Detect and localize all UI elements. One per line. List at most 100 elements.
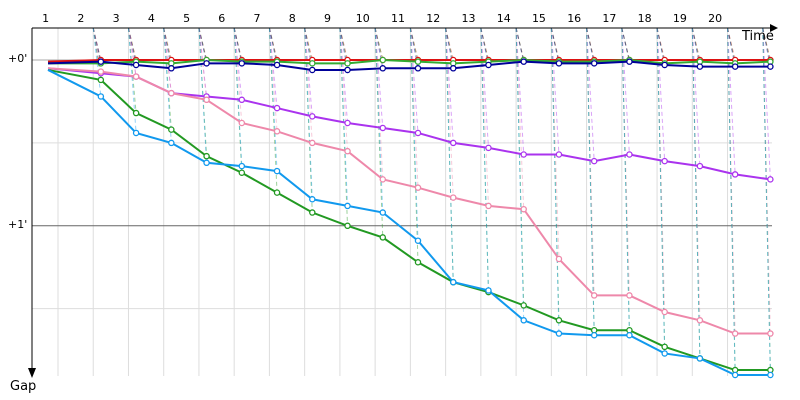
lap-connector [691,27,701,62]
x-tick-label: 6 [218,12,225,25]
lap-connector [339,27,349,152]
x-tick-label: 7 [254,12,261,25]
lap-connector [127,27,137,77]
lap-connector [127,27,137,77]
lap-connector [586,27,595,162]
data-point [661,343,668,351]
lap-connector [515,27,525,61]
lap-connector [409,27,419,241]
lap-connector [656,27,666,347]
lap-connector [445,27,454,283]
lap-connector [92,27,102,61]
lap-connector [727,27,736,334]
lap-connector [550,27,560,259]
data-point [238,96,246,104]
data-point [97,93,105,100]
data-point [203,60,210,67]
lap-connector [92,27,102,97]
lap-connector [304,27,313,117]
lap-connector [339,27,349,61]
lap-connector [304,27,313,143]
lap-connector [374,27,384,129]
lap-connector [374,27,384,61]
lap-connector [233,27,243,62]
lap-connector [656,27,666,354]
lap-connector [727,27,736,376]
lap-connector [515,27,525,155]
data-point [485,61,492,69]
lap-connector [656,27,666,162]
lap-connector [480,27,489,291]
data-point [520,317,527,324]
data-point [520,151,527,158]
data-point [344,66,351,74]
y-axis-arrow [28,368,36,378]
data-point [731,63,739,70]
lap-connector [586,27,595,336]
lap-connector [409,27,419,61]
data-point [590,292,598,299]
data-point [309,113,316,120]
data-point [273,128,281,135]
lap-connector [268,27,278,132]
data-point [238,119,246,127]
data-point [767,63,774,70]
lap-connector [762,27,771,334]
data-point [132,61,140,69]
x-tick-label: 12 [426,12,440,25]
lap-connector [762,27,771,61]
data-point [767,371,774,379]
tick-labels: 1 2 3 4 5 6 7 8 9 10 11 12 13 14 15 16 17 18 19 20+0'+1' [8,12,722,231]
lap-connector [233,27,243,167]
lap-connector [339,27,349,206]
data-point [344,147,351,155]
y-axis-title: Gap [10,379,36,394]
data-point [344,119,351,127]
data-point [555,60,563,67]
axis-layer: Time Gap [10,24,778,394]
data-point [696,355,704,362]
lap-connector [445,27,454,198]
data-point [344,202,351,210]
lap-connector [762,27,771,371]
data-point [379,176,387,183]
x-tick-label: 3 [113,12,120,25]
lap-connector [691,27,701,61]
data-point [414,237,422,244]
data-point [520,205,527,213]
lap-connector [198,27,208,97]
lap-connector [586,27,595,62]
lap-connector [198,27,208,163]
data-point [309,139,316,147]
lap-connector [445,27,454,61]
lap-connector [445,27,454,283]
data-point [414,259,422,266]
lap-connector [409,27,419,133]
lap-connector [127,27,137,61]
x-tick-label: 2 [77,12,84,25]
data-point [414,58,422,65]
data-point [590,157,598,165]
data-point [555,151,563,158]
lap-connector [233,27,243,124]
data-point [309,209,316,216]
data-point [696,162,704,170]
lap-connector [691,27,701,167]
lap-connector [92,27,102,62]
data-point [203,159,210,167]
lap-connector [127,27,137,114]
x-tick-label: 1 [42,12,49,25]
lap-connector [621,27,630,61]
data-point [132,73,140,80]
data-point [696,317,704,324]
lap-connector [550,27,560,334]
data-point [555,330,563,337]
data-point [414,129,422,137]
data-point [309,60,316,67]
data-point [414,65,422,72]
x-axis-title: Time [741,29,774,44]
lap-connector [586,27,595,296]
data-point [520,58,527,65]
data-point [731,171,739,178]
data-point [767,330,774,337]
